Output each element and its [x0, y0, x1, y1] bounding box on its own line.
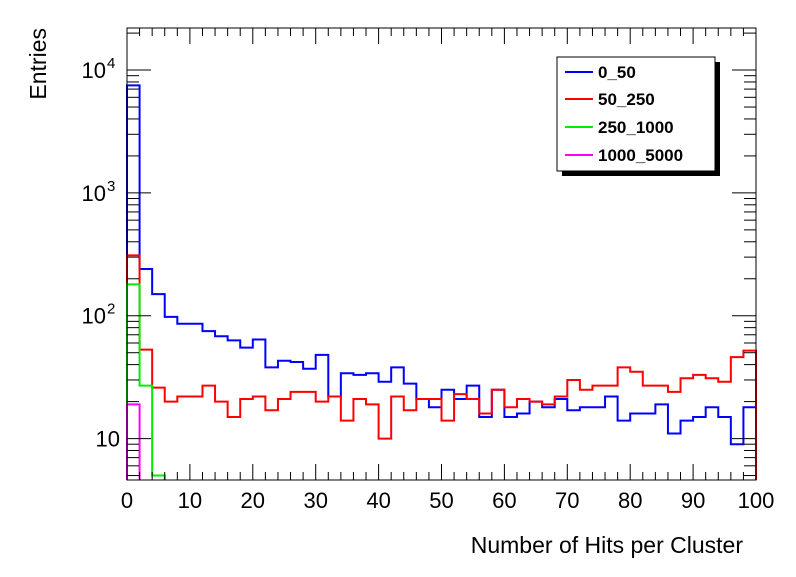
y-tick-exponent: 3 — [107, 178, 115, 195]
legend-box — [556, 56, 716, 172]
x-tick-label: 100 — [738, 488, 775, 513]
x-tick-label: 70 — [555, 488, 579, 513]
x-tick-label: 50 — [429, 488, 453, 513]
y-axis-title: Entries — [25, 28, 51, 100]
legend-label-250_1000: 250_1000 — [598, 118, 674, 137]
y-tick-label: 10 — [96, 427, 120, 452]
x-tick-label: 0 — [121, 488, 133, 513]
y-tick-label: 10 — [82, 181, 106, 206]
series-line-1000_5000 — [126, 403, 141, 480]
y-tick-exponent: 2 — [107, 301, 115, 318]
x-tick-label: 90 — [681, 488, 705, 513]
x-tick-label: 40 — [366, 488, 390, 513]
x-tick-label: 60 — [492, 488, 516, 513]
y-tick-exponent: 4 — [107, 55, 115, 72]
x-axis-title: Number of Hits per Cluster — [471, 532, 744, 558]
x-tick-label: 30 — [303, 488, 327, 513]
y-tick-label: 10 — [82, 304, 106, 329]
y-tick-label: 10 — [82, 58, 106, 83]
x-tick-label: 80 — [618, 488, 642, 513]
x-tick-label: 10 — [178, 488, 202, 513]
series-line-50_250 — [126, 254, 757, 480]
x-tick-label: 20 — [241, 488, 265, 513]
legend: 0_50 50_250 250_1000 1000_5000 — [556, 56, 720, 176]
legend-label-50_250: 50_250 — [598, 90, 655, 109]
legend-label-1000_5000: 1000_5000 — [598, 146, 683, 165]
series-line-250_1000 — [126, 283, 166, 480]
legend-label-0_50: 0_50 — [598, 63, 636, 82]
